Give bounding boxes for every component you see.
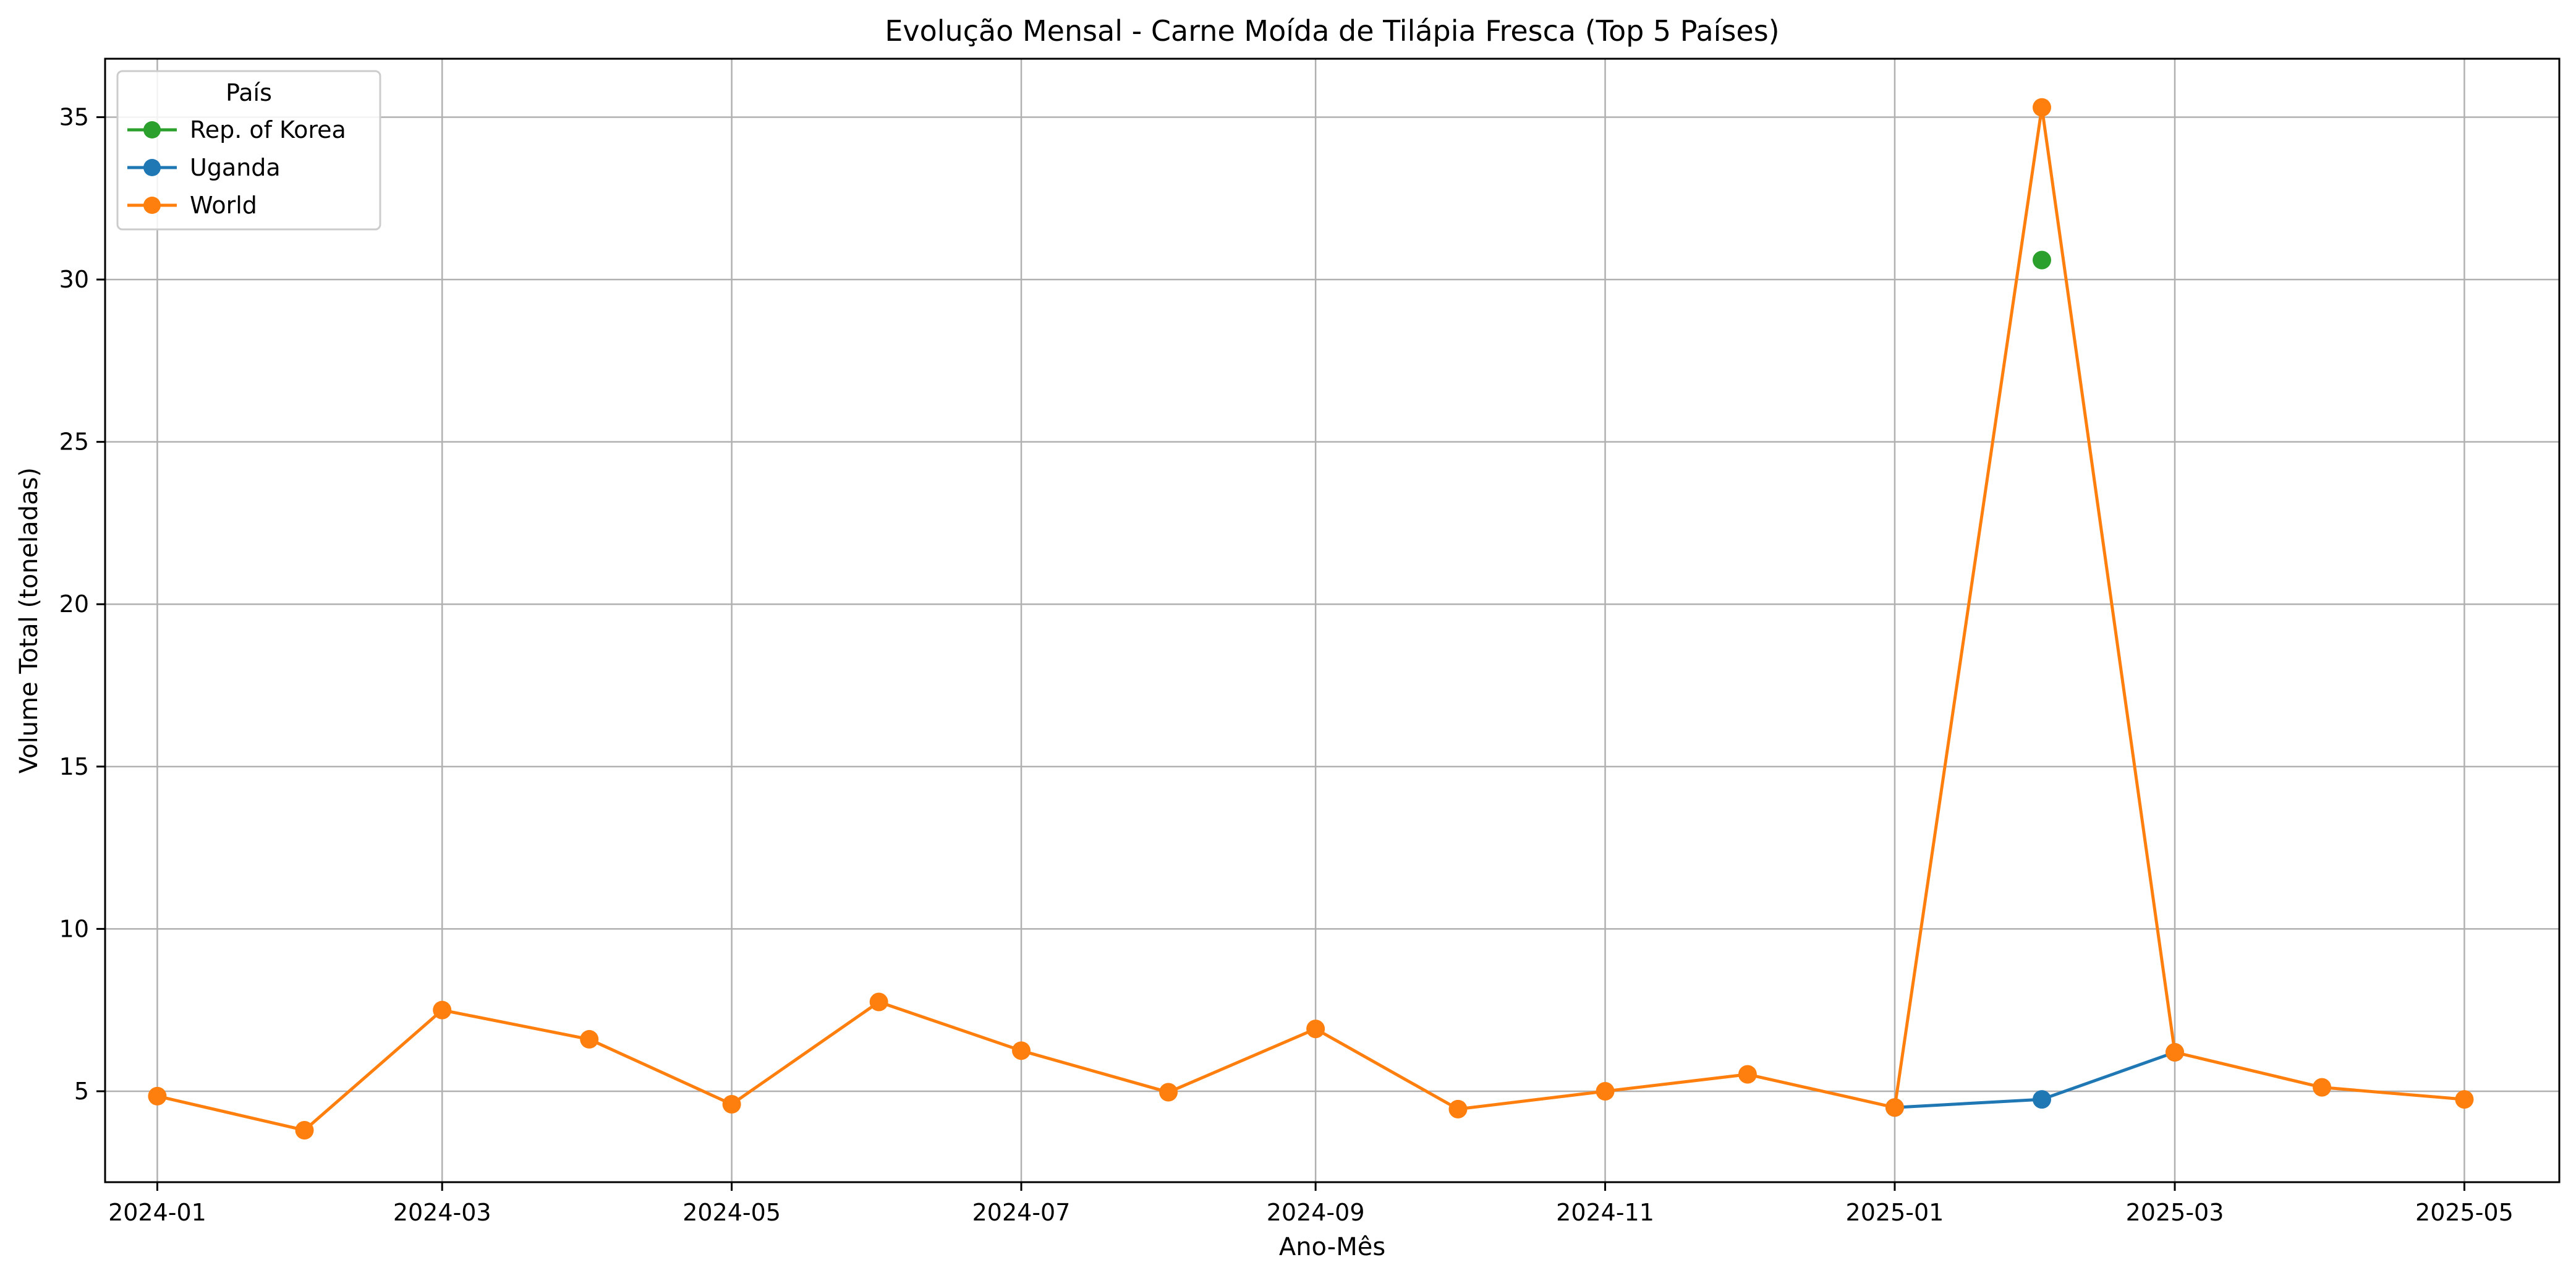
data-point-world bbox=[1448, 1099, 1468, 1118]
data-point-world bbox=[148, 1086, 167, 1105]
plot-frame bbox=[104, 58, 2561, 1183]
x-tick-label: 2025-05 bbox=[2415, 1199, 2514, 1226]
data-point-world bbox=[2166, 1042, 2185, 1062]
x-tick-label: 2025-03 bbox=[2126, 1199, 2224, 1226]
y-tick-label: 30 bbox=[59, 266, 89, 293]
y-axis-label: Volume Total (toneladas) bbox=[15, 467, 43, 773]
data-point-world bbox=[869, 992, 888, 1012]
series-world bbox=[148, 98, 2474, 1140]
data-point-world bbox=[433, 1000, 452, 1020]
series-rep-of-korea bbox=[2032, 250, 2051, 270]
data-point-world bbox=[580, 1029, 599, 1049]
data-point-world bbox=[2455, 1090, 2474, 1109]
data-point-world bbox=[722, 1094, 741, 1114]
x-tick-label: 2025-01 bbox=[1846, 1199, 1944, 1226]
legend-label-2: World bbox=[190, 192, 257, 219]
x-tick-label: 2024-07 bbox=[972, 1199, 1071, 1226]
data-point-world bbox=[1306, 1020, 1325, 1039]
data-point-uganda bbox=[2032, 1090, 2051, 1109]
axis-ticks: 2024-01 2024-03 2024-05 2024-07 2024-09 2024-… bbox=[59, 104, 2514, 1226]
series-layer bbox=[148, 98, 2474, 1140]
data-point-world bbox=[2032, 98, 2051, 117]
data-point-world bbox=[1738, 1065, 1757, 1084]
data-point-world bbox=[1596, 1081, 1615, 1101]
chart-title: Evolução Mensal - Carne Moída de Tilápia… bbox=[885, 14, 1779, 48]
x-tick-label: 2024-11 bbox=[1556, 1199, 1654, 1226]
legend: País Rep. of Korea Uganda World bbox=[116, 70, 381, 231]
x-tick-label: 2024-03 bbox=[393, 1199, 491, 1226]
data-point-world bbox=[295, 1120, 314, 1140]
data-point-world bbox=[2313, 1078, 2332, 1097]
data-point-world bbox=[1012, 1041, 1031, 1060]
legend-marker-0 bbox=[143, 121, 161, 138]
legend-title: País bbox=[226, 79, 272, 106]
data-point-world bbox=[1885, 1098, 1904, 1117]
legend-marker-2 bbox=[143, 197, 161, 214]
y-tick-label: 15 bbox=[59, 753, 89, 780]
data-point-world bbox=[1159, 1083, 1178, 1102]
legend-label-1: Uganda bbox=[190, 154, 281, 181]
grid-lines bbox=[105, 59, 2559, 1182]
y-tick-label: 35 bbox=[59, 104, 89, 131]
legend-marker-1 bbox=[143, 159, 161, 176]
x-tick-label: 2024-09 bbox=[1267, 1199, 1365, 1226]
x-tick-label: 2024-05 bbox=[682, 1199, 781, 1226]
legend-box bbox=[116, 70, 381, 231]
y-tick-label: 20 bbox=[59, 590, 89, 618]
legend-label-0: Rep. of Korea bbox=[190, 116, 346, 143]
y-tick-label: 25 bbox=[59, 428, 89, 456]
y-tick-label: 5 bbox=[74, 1078, 89, 1105]
y-tick-label: 10 bbox=[59, 915, 89, 942]
x-axis-label: Ano-Mês bbox=[1279, 1233, 1385, 1261]
x-tick-label: 2024-01 bbox=[108, 1199, 206, 1226]
data-point-rep-of-korea bbox=[2032, 250, 2051, 270]
